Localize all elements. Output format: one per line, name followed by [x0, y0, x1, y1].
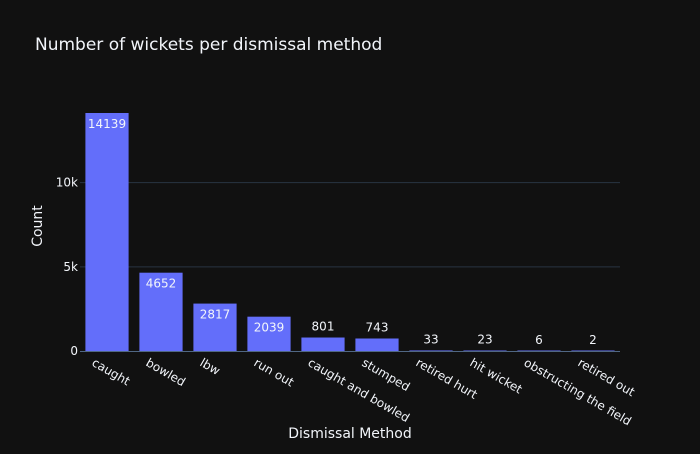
bar-run-out [247, 316, 291, 351]
x-axis-ticks: caught bowled lbw run out caught and bowleds… [90, 355, 638, 428]
gridlines [80, 182, 620, 268]
bar-value-label: 2 [589, 333, 597, 347]
bar-hit-wicket [463, 350, 507, 351]
y-tick-label: 0 [70, 344, 78, 358]
bar-value-label: 4652 [146, 277, 177, 291]
y-tick-label: 5k [63, 260, 78, 274]
bars [85, 113, 615, 351]
bar-value-label: 2039 [254, 321, 285, 335]
bar-value-label: 6 [535, 333, 543, 347]
bar-value-label: 23 [477, 333, 492, 347]
bar-bowled [139, 272, 183, 351]
bar-stumped [355, 338, 399, 351]
bar-retired-hurt [409, 350, 453, 351]
bar-retired-out [571, 350, 615, 351]
bar-value-label: 743 [366, 320, 389, 334]
y-tick-label: 10k [56, 176, 78, 190]
chart-title: Number of wickets per dismissal method [35, 35, 382, 55]
x-tick-label: bowled [144, 355, 188, 389]
y-axis-ticks: 0 5k 10k [56, 176, 78, 358]
bar-value-labels: 14139 4652 2817 2039 801 743 33 23 6 2 [88, 117, 597, 347]
bar-obstructing-the-field [517, 350, 561, 351]
x-tick-label: run out [252, 355, 297, 389]
bar-value-label: 801 [312, 320, 335, 334]
bar-value-label: 14139 [88, 117, 126, 131]
bar-value-label: 2817 [200, 308, 231, 322]
bar-caught-and-bowled [301, 337, 345, 351]
bar-value-label: 33 [423, 332, 438, 346]
x-tick-label: caught and bowled [306, 355, 412, 425]
y-axis-title: Count [30, 205, 46, 247]
bar-lbw [193, 303, 237, 351]
x-tick-label: caught [90, 355, 133, 388]
bar-caught [85, 113, 129, 351]
x-axis-title: Dismissal Method [288, 426, 412, 442]
x-tick-label: lbw [198, 355, 223, 378]
